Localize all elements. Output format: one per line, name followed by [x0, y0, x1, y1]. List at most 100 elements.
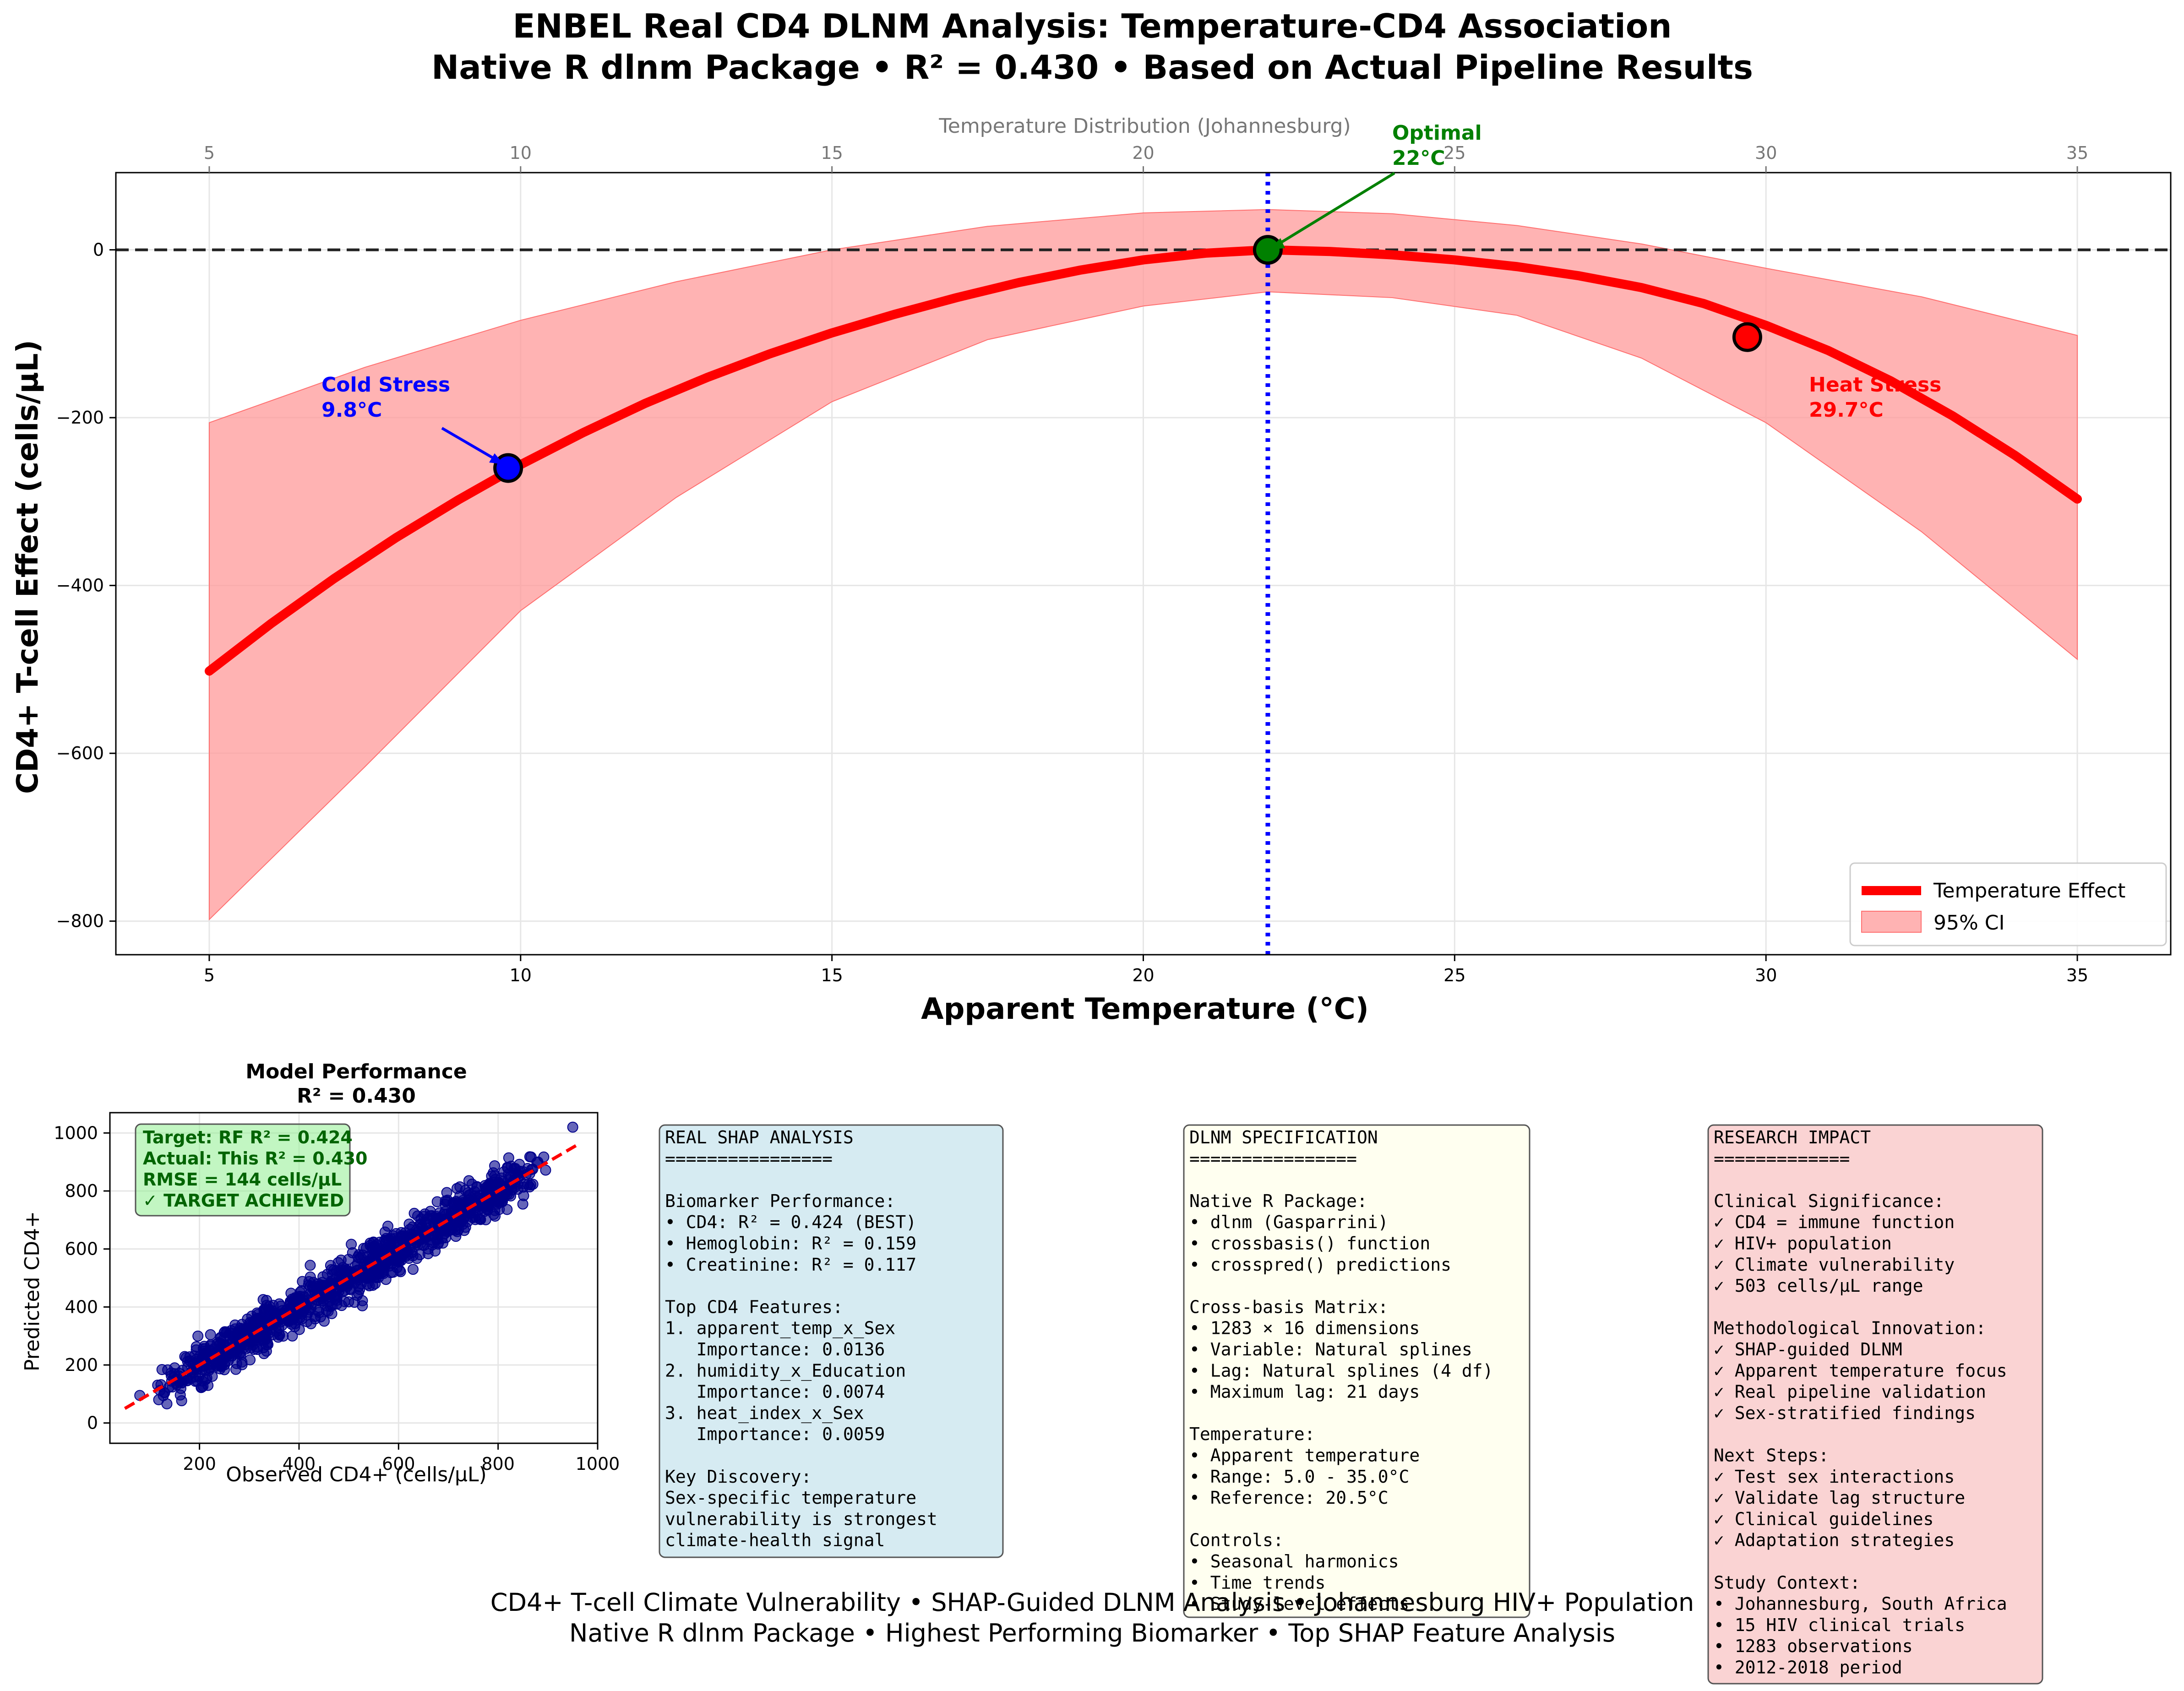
x-tick-label: 25 [1443, 965, 1465, 985]
panel-line: 3. heat_index_x_Sex [665, 1403, 864, 1424]
panel-line: • 2012-2018 period [1714, 1658, 1902, 1678]
panel-line: Key Discovery: [665, 1467, 812, 1487]
legend-label-effect: Temperature Effect [1933, 879, 2125, 903]
panel-line: ================ [665, 1148, 833, 1169]
scatter-point [433, 1229, 444, 1240]
panel-line: Importance: 0.0074 [665, 1382, 885, 1402]
stress-markers [493, 235, 1762, 483]
panel-line: • Reference: 20.5°C [1189, 1488, 1389, 1508]
panel-line: Importance: 0.0059 [665, 1424, 885, 1444]
scatter-point [176, 1395, 187, 1407]
optimal-label: Optimal [1392, 121, 1482, 145]
panel-line: • 1283 observations [1714, 1636, 1913, 1656]
panel-line: 2. humidity_x_Education [665, 1360, 906, 1381]
panel-line: Top CD4 Features: [665, 1297, 843, 1317]
scatter-point [567, 1121, 578, 1133]
x-tick-label: 30 [1755, 965, 1777, 985]
scatter-point [261, 1345, 272, 1357]
panel-line: ✓ Validate lag structure [1714, 1488, 1965, 1508]
panel-line: DLNM SPECIFICATION [1189, 1127, 1378, 1147]
dlnm-panel-lines: DLNM SPECIFICATION================ Native… [1189, 1127, 1493, 1614]
y-tick-label: 0 [93, 240, 104, 260]
scatter-point [407, 1221, 419, 1233]
scatter-point [234, 1348, 245, 1359]
panel-line: Temperature: [1189, 1424, 1315, 1444]
top-tick-label: 20 [1132, 143, 1154, 163]
panel-line: • Study-level effects [1189, 1594, 1409, 1614]
panel-line: ✓ Test sex interactions [1714, 1467, 1955, 1487]
panel-line: ✓ 503 cells/µL range [1714, 1276, 1923, 1296]
scatter-point [287, 1330, 298, 1342]
panel-line: ================ [1189, 1148, 1357, 1169]
scatter-point [261, 1295, 272, 1306]
scatter-point [230, 1328, 242, 1340]
scatter-y-label: Predicted CD4+ [21, 1211, 44, 1371]
scatter-y-tick-label: 800 [65, 1181, 98, 1201]
panel-line: ✓ Adaptation strategies [1714, 1530, 1955, 1550]
scatter-point [305, 1260, 316, 1271]
scatter-point [517, 1198, 528, 1210]
panel-line: • dlnm (Gasparrini) [1189, 1212, 1389, 1232]
panel-line: • Lag: Natural splines (4 df) [1189, 1360, 1493, 1381]
scatter-point [453, 1217, 465, 1229]
scatter-point [244, 1325, 255, 1336]
shap-analysis-panel: REAL SHAP ANALYSIS================ Biomar… [659, 1124, 1004, 1558]
panel-line: Cross-basis Matrix: [1189, 1297, 1389, 1317]
scatter-point [180, 1352, 192, 1364]
panel-line: • Variable: Natural splines [1189, 1339, 1472, 1359]
scatter-point [482, 1204, 494, 1216]
figure-title-line1: ENBEL Real CD4 DLNM Analysis: Temperatur… [512, 7, 1672, 45]
scatter-point [153, 1394, 164, 1405]
panel-line: vulnerability is strongest [665, 1509, 937, 1529]
impact-panel-bg [1707, 1124, 2043, 1685]
panel-line: RESEARCH IMPACT [1714, 1127, 1871, 1147]
scatter-point [205, 1329, 216, 1340]
panel-line: • Johannesburg, South Africa [1714, 1594, 2007, 1614]
scatter-point [231, 1358, 242, 1369]
scatter-point [301, 1316, 313, 1327]
scatter-point [354, 1252, 365, 1264]
heat-stress-value: 29.7°C [1809, 398, 1884, 422]
legend: Temperature Effect 95% CI [1849, 862, 2167, 946]
top-tick-label: 35 [2066, 143, 2088, 163]
scatter-y-tick-label: 200 [65, 1355, 98, 1375]
panel-line: • Seasonal harmonics [1189, 1551, 1399, 1571]
scatter-x-tick-label: 1000 [576, 1454, 620, 1474]
cold-stress-value: 9.8°C [321, 398, 382, 422]
y-axis-label: CD4+ T-cell Effect (cells/µL) [11, 340, 45, 794]
x-tick-label: 10 [510, 965, 532, 985]
panel-line: ✓ Real pipeline validation [1714, 1382, 1986, 1402]
panel-line: • Maximum lag: 21 days [1189, 1382, 1420, 1402]
top-tick-label: 15 [821, 143, 843, 163]
panel-line: • Apparent temperature [1189, 1446, 1420, 1466]
panel-line: • Hemoglobin: R² = 0.159 [665, 1234, 916, 1254]
figure-title-line2: Native R dlnm Package • R² = 0.430 • Bas… [431, 48, 1753, 87]
panel-line: 1. apparent_temp_x_Sex [665, 1318, 895, 1339]
panel-line: Importance: 0.0136 [665, 1339, 885, 1359]
scatter-point [499, 1191, 511, 1202]
marker-point [493, 453, 523, 483]
y-tick-label: −600 [56, 743, 104, 763]
scatter-point [294, 1324, 305, 1335]
scatter-point [303, 1279, 314, 1291]
x-tick-label: 15 [821, 965, 843, 985]
fit-line [124, 1143, 579, 1410]
x-tick-label: 5 [204, 965, 215, 985]
info-line-status: ✓ TARGET ACHIEVED [143, 1191, 344, 1211]
info-line-rmse: RMSE = 144 cells/µL [143, 1169, 342, 1190]
optimal-arrow [1277, 172, 1395, 246]
cold-stress-label: Cold Stress [321, 373, 450, 397]
marker-point [1253, 235, 1283, 265]
scatter-point [368, 1237, 379, 1248]
scatter-x-tick-label: 800 [481, 1454, 515, 1474]
legend-box [1849, 862, 2167, 946]
scatter-point [431, 1196, 443, 1207]
scatter-title: Model Performance [245, 1060, 467, 1083]
scatter-axis-ticks: 200 400 600 800 1000 0 200 400 600 800 1000 [54, 1123, 620, 1474]
scatter-point [258, 1304, 270, 1316]
scatter-point [510, 1164, 521, 1175]
x-tick-label: 20 [1132, 965, 1154, 985]
scatter-x-tick-label: 600 [382, 1454, 415, 1474]
optimal-value: 22°C [1392, 147, 1445, 170]
top-tick-label: 5 [204, 143, 215, 163]
